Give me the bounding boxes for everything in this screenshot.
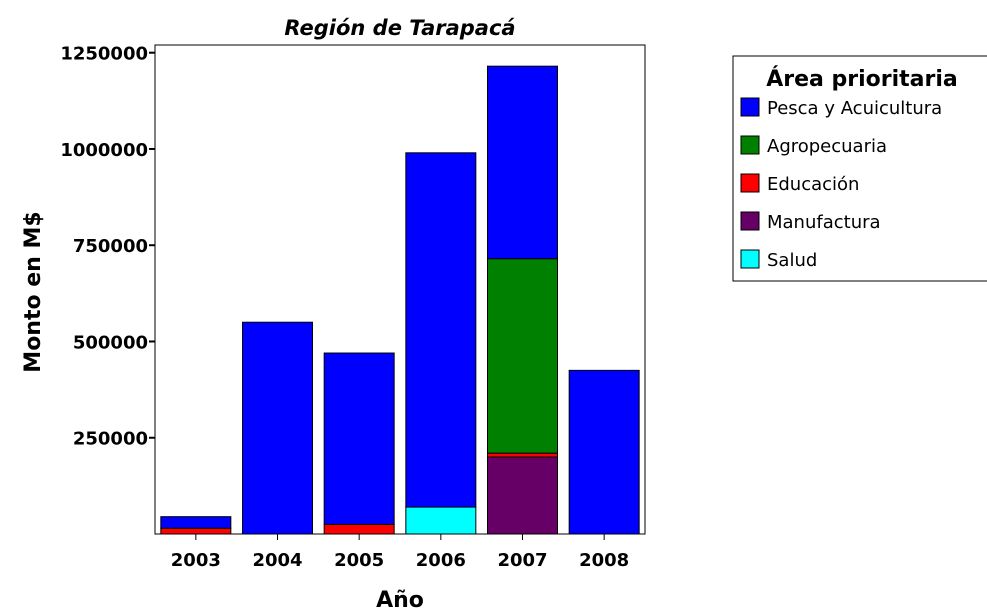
y-tick-label: 1250000	[60, 44, 148, 65]
bar-2007-manufactura	[487, 456, 558, 535]
legend-label: Agropecuaria	[767, 136, 887, 157]
legend-swatch	[740, 211, 760, 231]
bar-2003-pesca-y-acuicultura	[160, 516, 232, 529]
x-axis-label: Año	[376, 588, 424, 613]
legend-swatch	[740, 135, 760, 155]
legend-label: Salud	[767, 250, 817, 271]
x-axis-ticks: 2003 2004 2005 2006 2007 2008	[171, 534, 629, 571]
bar-2006-salud	[405, 506, 477, 535]
legend-swatch	[740, 249, 760, 269]
x-tick-label: 2008	[579, 550, 629, 571]
legend-swatch	[740, 97, 760, 117]
legend-label: Manufactura	[767, 212, 881, 233]
x-tick-label: 2006	[416, 550, 466, 571]
bar-2007-educacion	[487, 452, 558, 458]
legend-swatch	[740, 173, 760, 193]
legend: Área prioritaria Pesca y Acuicultura Agro…	[732, 55, 987, 282]
bar-2004-pesca-y-acuicultura	[242, 321, 313, 535]
x-tick-label: 2005	[334, 550, 384, 571]
bars-layer	[160, 65, 640, 535]
y-axis-label: Monto en M$	[21, 211, 46, 372]
bar-2008-pesca-y-acuicultura	[568, 369, 640, 535]
bar-2003-educacion	[160, 527, 232, 535]
legend-label: Pesca y Acuicultura	[767, 98, 942, 119]
plot-area-frame	[154, 44, 646, 535]
bar-2006-pesca-y-acuicultura	[405, 152, 477, 508]
legend-label: Educación	[767, 174, 859, 195]
y-tick-label: 750000	[73, 236, 148, 257]
y-tick-label: 500000	[73, 332, 148, 353]
legend-title: Área prioritaria	[766, 66, 958, 92]
y-tick-label: 250000	[73, 429, 148, 450]
legend-box	[732, 55, 987, 282]
x-tick-label: 2004	[252, 550, 302, 571]
y-axis-ticks: 250000 500000 750000 1000000 1250000	[60, 44, 155, 450]
x-tick-label: 2003	[171, 550, 221, 571]
bar-2005-pesca-y-acuicultura	[323, 352, 395, 525]
chart-title: Región de Tarapacá	[284, 16, 515, 40]
y-tick-label: 1000000	[60, 140, 148, 161]
bar-2007-pesca-y-acuicultura	[487, 65, 558, 260]
bar-2007-agropecuaria	[487, 258, 558, 454]
x-tick-label: 2007	[497, 550, 547, 571]
bar-2005-educacion	[323, 523, 395, 535]
